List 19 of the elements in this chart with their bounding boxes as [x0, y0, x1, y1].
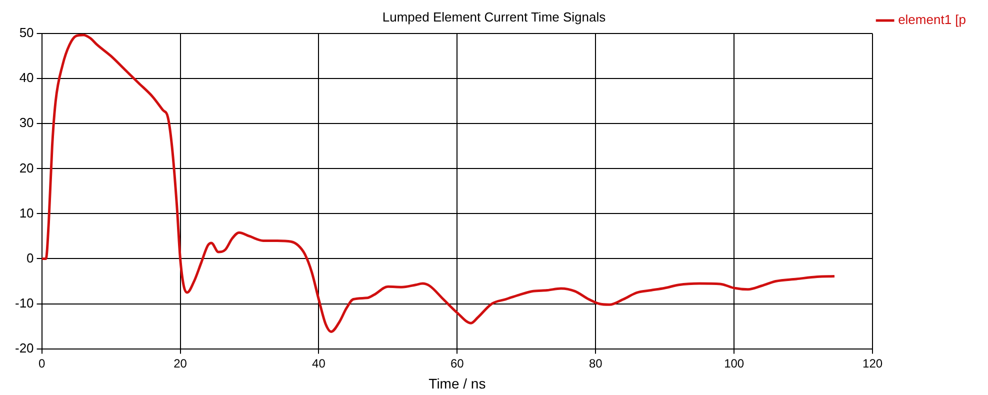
y-tick-label: 40 [19, 70, 34, 86]
y-tick-label: 50 [19, 25, 34, 40]
y-tick-label: -20 [14, 340, 34, 356]
x-tick-label: 20 [174, 356, 188, 370]
y-tick-label: 0 [26, 250, 34, 266]
x-tick-label: 100 [724, 356, 744, 370]
line-series [42, 34, 836, 333]
legend-label: element1 [p [898, 12, 966, 28]
x-axis-title: Time / ns [428, 375, 486, 392]
chart-title: Lumped Element Current Time Signals [382, 9, 606, 24]
x-tick-label: 60 [450, 356, 464, 370]
x-tick-label: 0 [38, 356, 46, 370]
y-tick-label: -10 [14, 295, 34, 310]
x-tick-label: 40 [312, 356, 326, 370]
y-tick-label: 30 [19, 115, 34, 130]
x-tick-label: 80 [588, 356, 603, 370]
y-tick-label: 20 [19, 160, 34, 176]
x-tick-label: 120 [862, 356, 883, 370]
y-tick-label: 10 [19, 205, 34, 220]
